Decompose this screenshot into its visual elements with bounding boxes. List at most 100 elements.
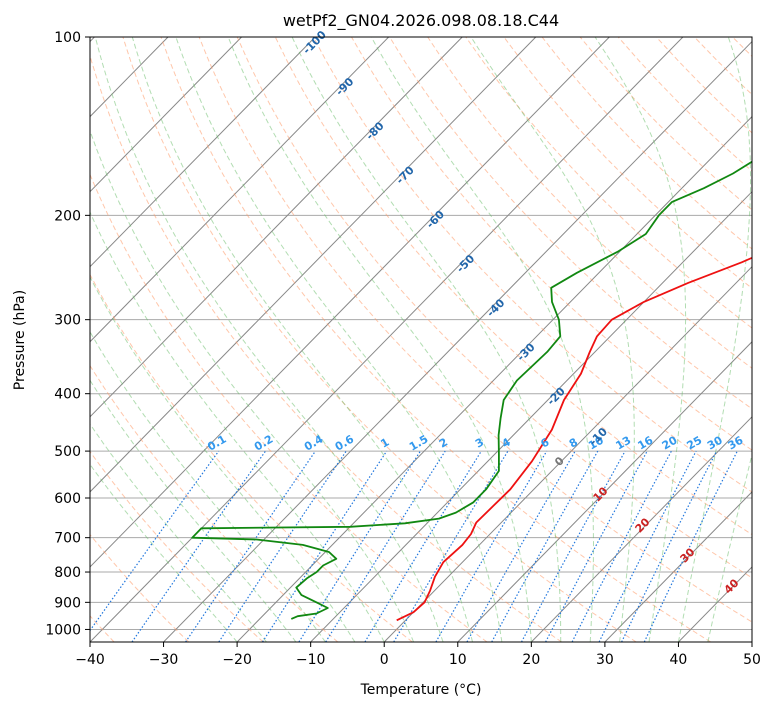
moist-adiabat	[707, 452, 752, 642]
y-tick-label: 100	[54, 30, 81, 46]
isotherm-line	[90, 37, 537, 493]
y-tick-label: 500	[54, 444, 81, 460]
mixing-ratio-line	[185, 450, 316, 642]
dry-adiabat	[351, 37, 752, 451]
mixing-ratio-line	[643, 450, 738, 642]
mixing-ratio-label: 0.2	[252, 433, 275, 454]
dry-adiabat	[90, 173, 488, 642]
mixing-ratio-line	[261, 450, 388, 642]
background-lines	[90, 37, 752, 642]
isotherm-line	[90, 37, 684, 642]
mixing-ratio-label: 0.6	[333, 432, 357, 453]
moist-adiabat	[90, 463, 238, 642]
dry-adiabat-label: 30	[678, 545, 698, 565]
moist-adiabat	[131, 37, 473, 642]
dry-adiabat	[122, 37, 637, 642]
x-tick-label: 10	[449, 652, 467, 668]
y-tick-label: 700	[54, 531, 81, 547]
dry-adiabat-label: -70	[394, 163, 417, 186]
moist-adiabat	[90, 423, 267, 642]
mixing-ratio-label: 25	[684, 434, 704, 453]
isotherm-line	[604, 491, 752, 642]
dry-adiabat	[655, 37, 752, 134]
mixing-ratio-label: 1.5	[407, 433, 430, 454]
dry-adiabat	[427, 37, 752, 369]
isotherm-line	[90, 37, 242, 193]
dry-adiabat	[312, 37, 752, 493]
isotherm-line	[530, 416, 752, 642]
dry-adiabat	[160, 37, 712, 642]
mixing-ratio-line	[218, 450, 347, 642]
moist-adiabat	[470, 37, 635, 642]
moist-adiabat	[175, 37, 503, 642]
mixing-ratio-line	[545, 450, 648, 642]
dry-adiabat-label: 40	[722, 576, 742, 596]
moist-adiabat	[677, 37, 751, 642]
x-tick-label: 30	[596, 652, 614, 668]
mixing-ratio-label: 3	[473, 436, 486, 451]
dry-adiabat-label: 20	[633, 515, 653, 535]
dry-adiabat-label: -40	[484, 296, 507, 319]
dry-adiabat-label: -80	[363, 119, 386, 142]
x-axis-label: Temperature (°C)	[360, 682, 482, 698]
mixing-ratio-line	[571, 450, 672, 642]
isotherm-line	[310, 190, 752, 642]
dry-adiabat	[90, 273, 413, 642]
mixing-ratio-line	[520, 450, 626, 642]
isotherm-line	[383, 266, 752, 642]
isotherm-line	[90, 37, 463, 418]
y-tick-label: 300	[54, 313, 81, 329]
y-tick-label: 200	[54, 208, 81, 224]
y-tick-label: 1000	[45, 622, 81, 638]
isotherm-line	[90, 37, 610, 568]
dry-adiabat	[90, 533, 190, 642]
dry-adiabat-label: -30	[514, 340, 537, 363]
background-labels: 0.1 0.2 0.4 0.6 1 1.5 2 3 4 6 8 10 13 16 20 25 30 36-100-…	[205, 28, 745, 597]
mixing-ratio-label: 2	[437, 436, 450, 451]
y-tick-label: 800	[54, 565, 81, 581]
mixing-ratio-label: 1	[378, 436, 391, 451]
plot-frame	[89, 36, 753, 643]
mixing-ratio-line	[298, 450, 421, 642]
isotherm-line	[457, 341, 752, 642]
mixing-ratio-line	[491, 450, 599, 642]
dry-adiabat	[198, 37, 752, 623]
mixing-ratio-label: 36	[726, 433, 746, 452]
moist-adiabat	[90, 210, 385, 642]
y-tick-label: 600	[54, 491, 81, 507]
mixing-ratio-label: 0.4	[302, 432, 326, 453]
isotherm-line	[236, 115, 752, 642]
x-tick-label: −40	[75, 652, 105, 668]
x-tick-label: 40	[670, 652, 688, 668]
moist-adiabat	[291, 37, 562, 642]
x-tick-label: −30	[149, 652, 179, 668]
mixing-ratio-line	[325, 450, 446, 642]
chart-title: wetPf2_GN04.2026.098.08.18.C44	[283, 11, 559, 31]
dry-adiabat	[732, 37, 752, 58]
dry-adiabat	[90, 364, 339, 642]
dry-adiabat-label: 0	[552, 454, 567, 469]
isotherm-line	[751, 641, 752, 642]
dry-adiabat	[274, 37, 752, 536]
mixing-ratio-line	[435, 450, 548, 642]
mixing-ratio-label: 30	[705, 433, 725, 452]
x-tick-label: −10	[296, 652, 326, 668]
x-tick-label: 50	[743, 652, 761, 668]
mixing-ratio-label: 0.1	[205, 433, 228, 454]
dry-adiabat	[236, 37, 752, 579]
dry-adiabat	[90, 53, 562, 642]
moist-adiabat	[370, 37, 594, 642]
mixing-ratio-line	[598, 450, 697, 642]
x-tick-label: 20	[522, 652, 540, 668]
y-tick-label: 900	[54, 595, 81, 611]
moist-adiabat	[594, 37, 687, 642]
x-tick-label: 0	[380, 652, 389, 668]
mixing-ratio-label: 16	[636, 433, 656, 452]
dry-adiabat	[389, 37, 752, 410]
isotherm-line	[163, 40, 752, 642]
dry-adiabat	[541, 37, 752, 250]
mixing-ratio-line	[364, 450, 482, 642]
y-axis-label: Pressure (hPa)	[12, 290, 28, 390]
dry-adiabat-label: 10	[591, 484, 611, 504]
x-tick-label: −20	[222, 652, 252, 668]
